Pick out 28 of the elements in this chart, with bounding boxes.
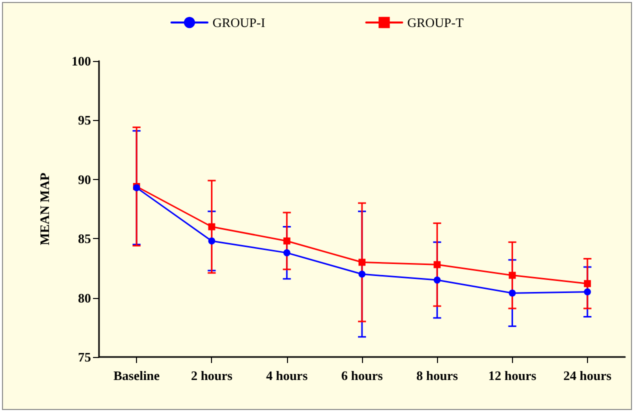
point (434, 276, 441, 284)
point (208, 223, 216, 230)
x-tick-label: 6 hours (341, 368, 383, 383)
x-tick-label: 24 hours (563, 368, 612, 383)
x-tick-label: Baseline (113, 368, 160, 383)
legend-label: GROUP-I (212, 15, 266, 30)
point (508, 290, 516, 297)
y-tick-label: 90 (78, 172, 91, 187)
point (358, 258, 366, 266)
x-tick-label: 4 hours (266, 368, 308, 383)
point (584, 288, 591, 296)
point (434, 261, 441, 268)
point (283, 237, 290, 244)
point (508, 272, 516, 279)
legend-label: GROUP-T (407, 15, 464, 30)
x-tick-label: 12 hours (488, 368, 536, 383)
x-tick-label: 2 hours (190, 368, 232, 383)
y-tick-label: 100 (72, 54, 91, 68)
y-tick-label: 85 (78, 231, 92, 246)
y-axis-title: MEAN MAP (37, 172, 52, 246)
x-tick-label: 8 hours (416, 368, 458, 383)
point (584, 280, 591, 288)
y-tick-label: 80 (78, 290, 91, 306)
point (283, 249, 290, 256)
point (358, 270, 366, 278)
y-tick-label: 95 (78, 112, 92, 128)
point (208, 237, 216, 244)
y-tick-label: 75 (78, 350, 92, 364)
